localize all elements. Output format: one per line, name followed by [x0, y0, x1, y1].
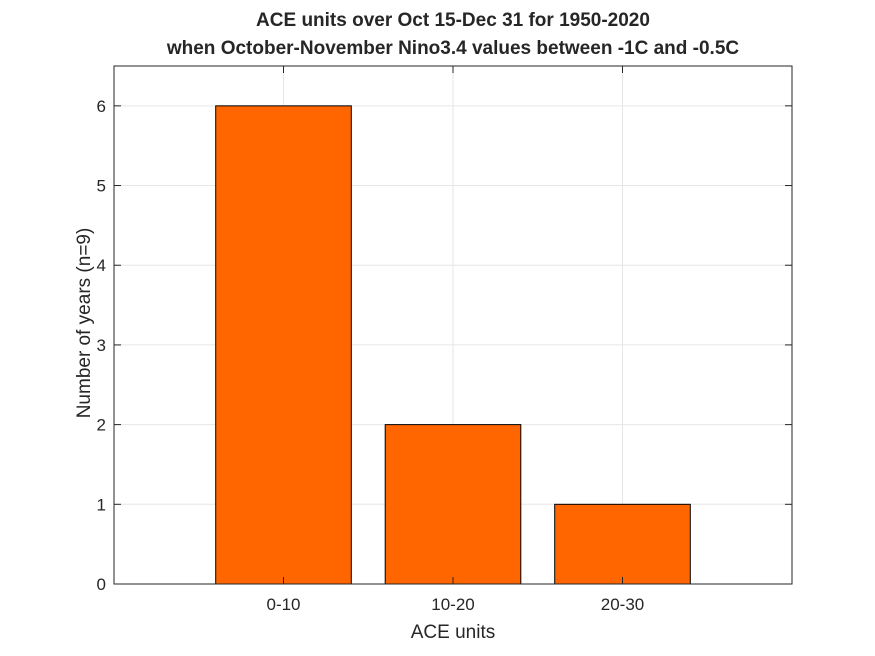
y-tick-label: 3 [97, 336, 106, 355]
bar-10-20 [384, 424, 522, 585]
x-tick-label: 10-20 [431, 595, 474, 614]
y-tick-label: 5 [97, 177, 106, 196]
chart-title-line-2: when October-November Nino3.4 values bet… [166, 38, 740, 59]
y-tick-label: 1 [97, 495, 106, 514]
y-axis-label: Number of years (n=9) [74, 228, 95, 419]
tick-labels: 0 1 2 3 4 5 6 0-10 10-20 20-30 [97, 97, 645, 614]
axes [113, 65, 793, 585]
bar-0-10 [215, 105, 352, 585]
x-tick-label: 20-30 [601, 595, 644, 614]
y-tick-label: 0 [97, 575, 106, 594]
bar-20-30 [554, 503, 691, 585]
x-tick-label: 0-10 [266, 595, 300, 614]
bars [215, 105, 691, 585]
chart-title-line-1: ACE units over Oct 15-Dec 31 for 1950-20… [256, 10, 650, 31]
y-tick-label: 2 [97, 416, 106, 435]
y-tick-label: 6 [97, 97, 106, 116]
y-tick-label: 4 [97, 256, 106, 275]
x-axis-label: ACE units [411, 622, 495, 643]
